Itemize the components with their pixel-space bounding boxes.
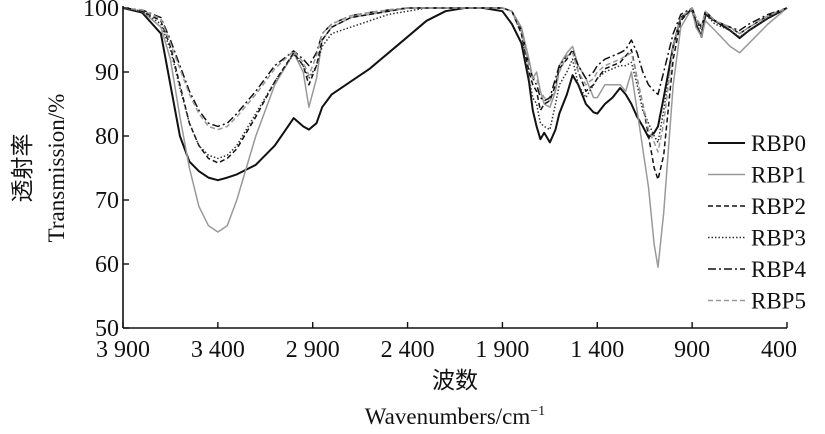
x-tick-label: 900 xyxy=(674,337,710,363)
y-tick-label: 80 xyxy=(95,124,119,150)
legend-label: RBP3 xyxy=(751,226,806,251)
series-curves xyxy=(122,7,788,268)
legend-item-rbp3: RBP3 xyxy=(708,226,806,251)
x-axis-title-main: Wavenumbers/cm xyxy=(365,404,531,429)
y-ticks: 50 60 70 80 90 100 xyxy=(83,0,129,342)
legend-label: RBP1 xyxy=(751,163,806,188)
legend-item-rbp2: RBP2 xyxy=(708,194,806,219)
legend-item-rbp4: RBP4 xyxy=(708,257,806,282)
x-tick-label: 3 900 xyxy=(96,337,150,363)
legend-item-rbp0: RBP0 xyxy=(708,131,806,156)
x-tick-label: 2 400 xyxy=(381,337,435,363)
y-tick-label: 60 xyxy=(95,252,119,278)
x-tick-label: 400 xyxy=(761,337,797,363)
x-tick-label: 2 900 xyxy=(286,337,340,363)
y-tick-label: 50 xyxy=(95,316,119,342)
x-tick-label: 1 900 xyxy=(475,337,529,363)
y-tick-label: 90 xyxy=(95,60,119,86)
series-line-rbp0 xyxy=(122,7,788,182)
series-line-rbp1 xyxy=(122,7,788,268)
x-tick-label: 3 400 xyxy=(191,337,245,363)
y-tick-label: 70 xyxy=(95,188,119,214)
legend-label: RBP2 xyxy=(751,194,806,219)
y-axis-title-cn: 透射率 xyxy=(10,134,35,203)
series-line-rbp2 xyxy=(122,7,788,181)
legend-label: RBP4 xyxy=(751,257,806,282)
series-line-rbp4 xyxy=(122,7,788,128)
y-axis-title: Transmission/% xyxy=(44,94,69,243)
legend-label: RBP0 xyxy=(751,131,806,156)
legend-item-rbp5: RBP5 xyxy=(708,289,806,314)
series-line-rbp3 xyxy=(122,7,788,160)
x-axis-title: Wavenumbers/cm−1 xyxy=(365,404,545,429)
x-axis-title-cn: 波数 xyxy=(432,368,478,393)
legend-item-rbp1: RBP1 xyxy=(708,163,806,188)
legend: RBP0 RBP1 RBP2 RBP3 RBP4 RBP5 xyxy=(708,131,806,314)
series-line-rbp5 xyxy=(122,7,788,153)
x-ticks: 3 900 3 400 2 900 2 400 1 900 1 400 900 400 xyxy=(96,322,797,363)
legend-label: RBP5 xyxy=(751,289,806,314)
x-axis-title-sup: −1 xyxy=(530,404,545,419)
x-tick-label: 1 400 xyxy=(570,337,624,363)
y-tick-label: 100 xyxy=(83,0,119,22)
